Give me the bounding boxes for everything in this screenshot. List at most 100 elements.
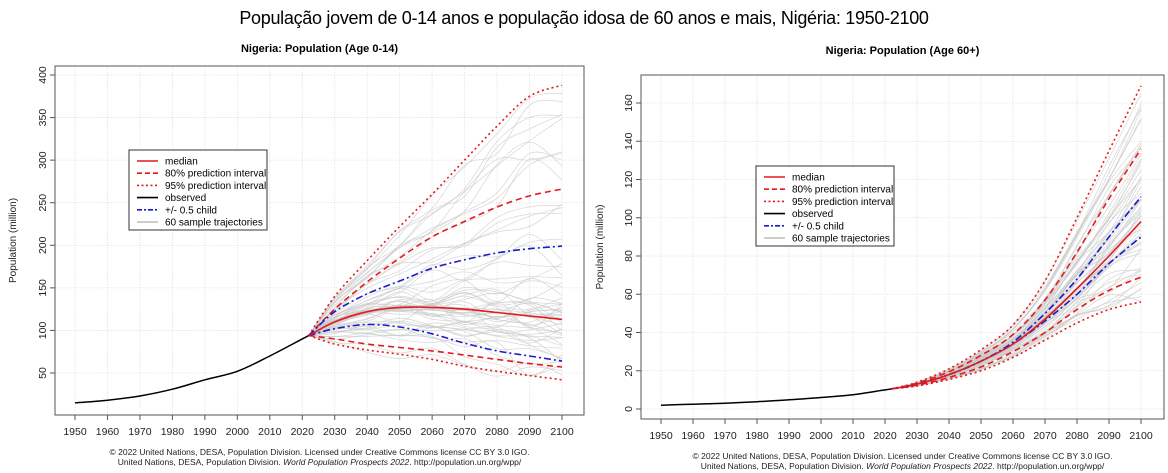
x-tick-label: 2050 <box>388 426 412 438</box>
trajectory-line <box>308 335 563 376</box>
x-tick-label: 1990 <box>193 426 217 438</box>
trajectory-line <box>308 263 563 336</box>
trajectory-line <box>308 212 563 336</box>
footer-copyright: © 2022 United Nations, DESA, Population … <box>693 451 1113 461</box>
x-tick-label: 2000 <box>809 430 833 442</box>
y-tick-label: 20 <box>623 365 635 377</box>
trajectory-line <box>308 322 563 347</box>
pi80-lower-line <box>891 276 1142 390</box>
trajectory-line <box>308 99 563 336</box>
footer-source: United Nations, DESA, Population Divisio… <box>701 461 1105 471</box>
pi95-lower-line <box>308 334 563 381</box>
legend-label: 95% prediction interval <box>792 197 893 208</box>
x-tick-label: 2060 <box>1001 430 1025 442</box>
y-tick-label: 50 <box>37 367 49 379</box>
median-line <box>891 221 1142 390</box>
trajectory-line <box>308 118 563 336</box>
trajectory-line <box>308 335 563 376</box>
y-tick-label: 200 <box>37 236 49 254</box>
plot-frame <box>640 74 1165 420</box>
trajectory-line <box>308 233 563 336</box>
observed-line <box>74 334 310 404</box>
chart-title: Nigeria: Population (Age 0-14) <box>241 43 398 55</box>
x-tick-label: 1970 <box>128 426 152 438</box>
chart-age-0-14: Nigeria: Population (Age 0-14) 1950 1960 19… <box>8 43 585 467</box>
trajectory-line <box>308 158 563 336</box>
trajectory-line <box>891 215 1142 390</box>
trajectory-line <box>308 288 563 336</box>
pi80-upper-line <box>308 188 563 337</box>
x-tick-label: 1990 <box>777 430 801 442</box>
legend-label: 60 sample trajectories <box>165 218 263 229</box>
sample-trajectories <box>891 93 1142 390</box>
x-tick-label: 2080 <box>485 426 509 438</box>
median-line <box>308 306 563 337</box>
x-tick-label: 2080 <box>1065 430 1089 442</box>
minus-half-child-line <box>308 323 563 362</box>
x-tick-label: 2030 <box>323 426 347 438</box>
trajectory-line <box>308 277 563 336</box>
trajectory-line <box>308 204 563 336</box>
plus-half-child-line <box>308 245 563 337</box>
trajectory-line <box>308 245 563 336</box>
x-tick-label: 2040 <box>937 430 961 442</box>
y-tick-label: 140 <box>623 132 635 150</box>
x-tick-label: 1960 <box>96 426 120 438</box>
x-tick-label: 1970 <box>713 430 737 442</box>
y-tick-label: 100 <box>37 322 49 340</box>
x-tick-label: 2020 <box>291 426 315 438</box>
legend-label: 80% prediction interval <box>165 169 266 180</box>
legend-box <box>755 165 895 247</box>
trajectory-line <box>308 114 563 336</box>
y-axis-label: Population (million) <box>8 198 19 283</box>
x-tick-label: 2100 <box>1129 430 1153 442</box>
y-tick-label: 250 <box>37 194 49 212</box>
x-tick-label: 2050 <box>969 430 993 442</box>
x-tick-label: 2010 <box>841 430 865 442</box>
trajectory-line <box>308 318 563 338</box>
legend-label: observed <box>792 209 833 220</box>
pi95-upper-line <box>308 84 563 336</box>
x-tick-label: 2070 <box>453 426 477 438</box>
y-tick-label: 60 <box>623 288 635 300</box>
x-tick-label: 1950 <box>63 426 87 438</box>
legend-label: +/- 0.5 child <box>165 205 217 216</box>
trajectory-line <box>891 193 1142 390</box>
trajectory-line <box>891 207 1142 390</box>
trajectory-line <box>891 186 1142 390</box>
observed-line <box>660 388 892 406</box>
trajectory-line <box>308 335 563 377</box>
pi95-lower-line <box>891 301 1142 390</box>
trajectory-line <box>308 292 563 336</box>
minus-half-child-line <box>891 236 1142 390</box>
trajectory-line <box>891 206 1142 390</box>
x-tick-label: 1980 <box>745 430 769 442</box>
trajectory-line <box>308 326 563 360</box>
trajectory-line <box>308 238 563 336</box>
x-tick-label: 2020 <box>873 430 897 442</box>
trajectory-line <box>891 118 1142 390</box>
trajectory-line <box>891 241 1142 390</box>
y-tick-label: 120 <box>623 171 635 189</box>
trajectory-line <box>308 334 563 376</box>
y-tick-label: 160 <box>623 94 635 112</box>
page-title: População jovem de 0-14 anos e população… <box>239 8 929 28</box>
footer-source: United Nations, DESA, Population Divisio… <box>118 457 522 467</box>
legend-label: median <box>792 173 825 184</box>
trajectory-line <box>308 204 563 336</box>
legend-label: observed <box>165 193 206 204</box>
y-tick-label: 400 <box>37 66 49 84</box>
legend-label: 80% prediction interval <box>792 185 893 196</box>
pi80-upper-line <box>891 148 1142 390</box>
plot-frame <box>54 65 585 416</box>
trajectory-line <box>308 207 563 336</box>
legend-label: 95% prediction interval <box>165 181 266 192</box>
y-tick-label: 150 <box>37 279 49 297</box>
x-tick-label: 1960 <box>681 430 705 442</box>
legend-label: median <box>165 157 198 168</box>
y-tick-label: 0 <box>623 406 635 412</box>
trajectory-line <box>891 107 1142 390</box>
trajectory-line <box>891 269 1142 390</box>
y-tick-label: 350 <box>37 109 49 127</box>
